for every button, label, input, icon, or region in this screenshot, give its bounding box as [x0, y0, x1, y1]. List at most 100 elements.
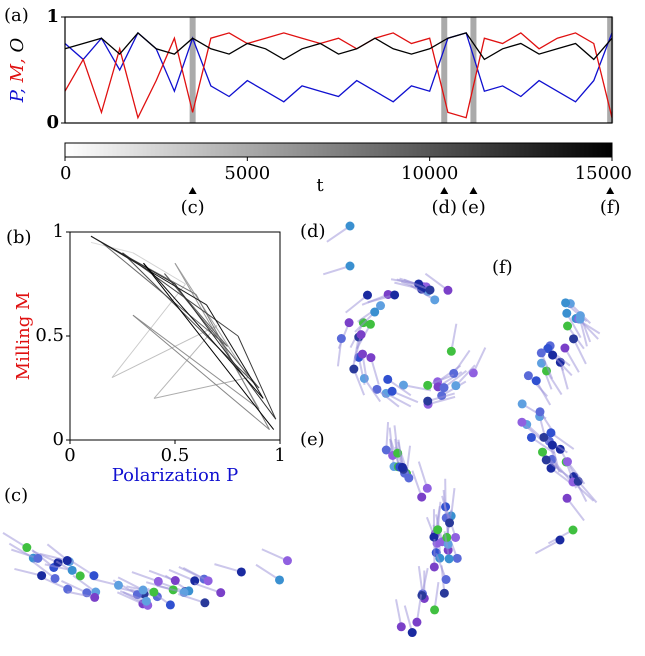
y-axis-label: Milling M: [13, 292, 34, 381]
fish: [171, 576, 180, 585]
fish: [412, 618, 421, 627]
fish: [563, 321, 572, 330]
fish: [358, 350, 367, 359]
fish: [51, 574, 60, 583]
y-tick-label: 1: [53, 221, 64, 242]
fish: [417, 493, 426, 502]
fish: [569, 334, 578, 343]
fish: [542, 455, 551, 464]
trajectory-segment: [133, 315, 259, 409]
fish: [440, 383, 449, 392]
panel-label: (d): [300, 221, 326, 242]
y-tick-label: 0: [53, 429, 64, 450]
fish: [363, 291, 372, 300]
fish: [154, 577, 163, 586]
fish: [404, 473, 413, 482]
fish: [562, 309, 571, 318]
y-axis-label-part: O: [7, 37, 28, 52]
fish: [536, 407, 545, 416]
fish: [216, 588, 225, 597]
highlight-band: [470, 17, 476, 123]
fish: [445, 554, 454, 563]
marker-label: (c): [181, 197, 205, 218]
fish: [442, 575, 451, 584]
fish: [275, 575, 284, 584]
trajectory-segment: [123, 253, 260, 388]
trajectory-segment: [133, 315, 270, 429]
fish: [453, 554, 462, 563]
colorbar-tick-label: 10000: [401, 163, 458, 184]
trajectory-segment: [175, 263, 249, 377]
fish: [408, 628, 417, 637]
y-axis-label-part: ,: [7, 52, 28, 63]
fish: [569, 526, 578, 535]
fish: [546, 428, 555, 437]
marker-label: (e): [461, 197, 486, 218]
fish: [370, 308, 379, 317]
panel-label: (b): [6, 227, 32, 248]
fish: [447, 347, 456, 356]
colorbar-label: t: [316, 175, 324, 196]
panel-label: (c): [4, 485, 28, 506]
fish: [397, 622, 406, 631]
fish: [345, 318, 354, 327]
fish: [89, 571, 98, 580]
y-tick-label: 1: [46, 6, 59, 27]
x-tick-label: 1: [274, 445, 285, 466]
fish: [524, 371, 533, 380]
fish: [423, 397, 432, 406]
y-tick-label: 0: [46, 112, 59, 133]
y-axis-label: P, M, O: [7, 37, 28, 103]
fish: [383, 375, 392, 384]
fish: [346, 222, 355, 231]
fish: [142, 597, 151, 606]
fish: [166, 600, 175, 609]
fish: [517, 418, 526, 427]
line: [65, 33, 612, 102]
line: [65, 33, 612, 60]
fish: [68, 566, 77, 575]
fish: [349, 365, 358, 374]
fish: [200, 598, 209, 607]
y-tick-label: 0.5: [35, 325, 64, 346]
fish: [548, 351, 557, 360]
marker-arrow: [189, 187, 197, 194]
fish: [548, 441, 557, 450]
x-tick-label: 0: [64, 445, 75, 466]
panel-label: (a): [4, 5, 29, 26]
fish: [518, 399, 527, 408]
x-tick-label: 0.5: [161, 445, 190, 466]
fish: [433, 525, 442, 534]
fish: [204, 576, 213, 585]
fish: [537, 348, 546, 357]
trajectory-segment: [112, 326, 217, 378]
fish: [33, 554, 42, 563]
fish: [149, 588, 158, 597]
fish: [357, 330, 366, 339]
fish: [283, 556, 292, 565]
panel-label: (f): [492, 257, 513, 278]
fish: [76, 571, 85, 580]
fish: [560, 344, 569, 353]
fish: [237, 567, 246, 576]
colorbar-tick-label: 15000: [575, 163, 632, 184]
marker-label: (f): [600, 197, 621, 218]
fish: [366, 320, 375, 329]
fish: [426, 285, 435, 294]
y-axis-label-part: M: [7, 63, 28, 83]
fish: [561, 298, 570, 307]
colorbar-tick-label: 5000: [224, 163, 270, 184]
colorbar: [65, 143, 612, 157]
marker-arrow: [606, 187, 614, 194]
fish: [346, 262, 355, 271]
fish: [527, 433, 536, 442]
fish: [538, 448, 547, 457]
trajectory-segment: [175, 284, 276, 419]
fish: [563, 457, 572, 466]
colorbar-tick-label: 0: [60, 163, 71, 184]
fish: [556, 536, 565, 545]
trajectory-segment: [154, 378, 249, 399]
fish: [451, 381, 460, 390]
marker-label: (d): [431, 197, 457, 218]
